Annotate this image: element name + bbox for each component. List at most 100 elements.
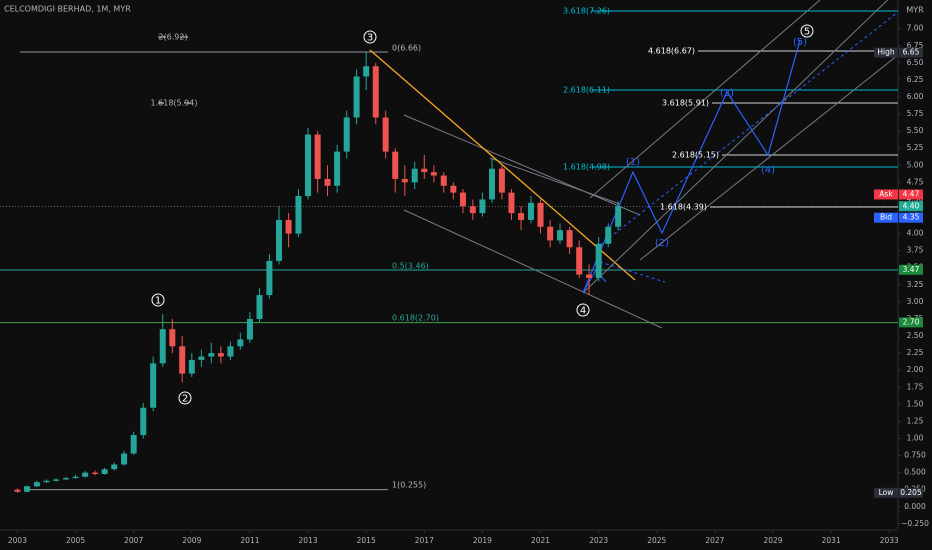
candle-body	[169, 329, 176, 347]
candle-body	[72, 476, 79, 479]
candle-body	[246, 318, 253, 340]
levels	[0, 10, 898, 491]
candle-body	[421, 168, 428, 173]
candle-body	[121, 453, 128, 465]
currency: MYR	[906, 6, 924, 15]
y-tick-label: 2.25	[907, 348, 924, 357]
fib-label: 1.618(4.98)	[563, 163, 610, 172]
candle-body	[527, 202, 534, 220]
candle-body	[43, 480, 50, 483]
candle-body	[140, 407, 147, 436]
candle-body	[324, 178, 331, 186]
price-tag-name: High	[877, 48, 894, 57]
y-tick-label: 3.00	[907, 297, 924, 306]
candle-body	[150, 363, 157, 408]
x-tick-label: 2031	[822, 536, 841, 545]
x-tick-label: 2033	[880, 536, 899, 545]
candle-body	[469, 206, 476, 214]
price-tag-name: Bid	[880, 213, 892, 222]
candle-body	[285, 219, 292, 234]
candle-body	[537, 202, 544, 227]
candle-body	[382, 117, 389, 152]
fib-label: 1.618(4.39)	[660, 203, 707, 212]
projection-label: (1)	[626, 157, 640, 168]
x-tick-label: 2023	[589, 536, 608, 545]
price-tag-name-box	[874, 47, 898, 58]
projection-label: (5)	[793, 37, 807, 48]
candle-body	[82, 472, 89, 477]
candle-body	[159, 329, 166, 364]
price-tag	[899, 201, 923, 212]
y-tick-label: 5.25	[907, 143, 924, 152]
fib-label: 2(6.92)	[158, 33, 187, 42]
candle-body	[586, 274, 593, 278]
candle-body	[372, 66, 379, 118]
y-tick-label: 6.00	[907, 92, 924, 101]
y-tick-label: 1.00	[907, 433, 924, 442]
chart-title: CELCOMDIGI BERHAD, 1M, MYR	[4, 5, 131, 14]
y-tick-label: 4.00	[907, 229, 924, 238]
price-tag-name: Low	[879, 488, 894, 497]
channel-line	[403, 114, 641, 216]
rising-channel	[582, 0, 889, 294]
candle-body	[217, 353, 224, 357]
y-tick-label: 3.25	[907, 280, 924, 289]
candle-body	[208, 353, 215, 357]
candle-body	[392, 151, 399, 179]
x-tick-label: 2015	[357, 536, 376, 545]
fib-label: 1.618(5.94)	[151, 99, 198, 108]
candle-body	[576, 247, 583, 275]
y-tick-label: 1.25	[907, 416, 924, 425]
x-tick-label: 2003	[8, 536, 27, 545]
y-tick-label: 0.000	[904, 502, 926, 511]
x-tick-label: 2011	[240, 536, 259, 545]
y-tick-label: 0.750	[904, 451, 926, 460]
channel-line	[489, 157, 621, 205]
wave-label: 4	[580, 306, 586, 317]
y-tick-label: 1.75	[907, 382, 924, 391]
trendlines	[369, 0, 899, 329]
y-tick-label: 3.75	[907, 246, 924, 255]
candle-body	[566, 230, 573, 248]
candle-body	[92, 472, 99, 474]
candle-body	[518, 213, 525, 220]
y-tick-label: −0.250	[901, 519, 929, 528]
fib-label: 2.618(6.11)	[563, 86, 610, 95]
candle-body	[198, 356, 205, 360]
fib-label: 0.618(2.70)	[392, 314, 439, 323]
y-tick-label: 6.50	[907, 58, 924, 67]
y-tick-label: 4.75	[907, 177, 924, 186]
candle-body	[101, 469, 108, 474]
candle-body	[256, 295, 263, 319]
candle-body	[33, 482, 40, 487]
candle-body	[557, 230, 564, 241]
candle-body	[479, 199, 486, 214]
candle-body	[62, 478, 69, 480]
fib-label: 4.618(6.67)	[648, 47, 695, 56]
candle-body	[489, 168, 496, 200]
wave-circle	[576, 303, 590, 317]
candle-body	[508, 192, 515, 214]
price-tag-value: 4.35	[903, 213, 920, 222]
x-tick-label: 2005	[66, 536, 85, 545]
candle-body	[295, 196, 302, 234]
fib-label: 3.618(5.91)	[662, 99, 709, 108]
y-tick-label: 5.00	[907, 160, 924, 169]
wave-label: 1	[155, 296, 161, 307]
candle-body	[605, 226, 612, 244]
wave-circle	[800, 24, 814, 38]
price-tag-name-box	[874, 212, 898, 223]
fib-label: 2.618(5.15)	[672, 151, 719, 160]
x-tick-label: 2013	[299, 536, 318, 545]
wave-circles	[151, 24, 814, 405]
projection-label: (4)	[761, 165, 775, 176]
x-tick-label: 2029	[763, 536, 782, 545]
candle-body	[179, 346, 186, 374]
rising-channel	[589, 0, 821, 199]
rising-channel	[639, 54, 899, 261]
downtrend-line	[369, 49, 636, 281]
x-tick-label: 2027	[705, 536, 724, 545]
candle-body	[111, 464, 118, 470]
price-tag-name-box	[874, 487, 898, 498]
